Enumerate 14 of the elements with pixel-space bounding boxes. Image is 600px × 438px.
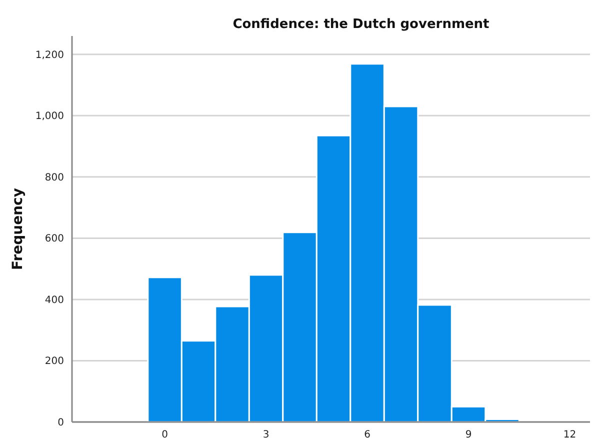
y-tick-label: 1,000 [35, 111, 64, 122]
chart-title: Confidence: the Dutch government [232, 17, 490, 32]
x-tick-label: 12 [563, 430, 576, 438]
y-tick-label: 1,200 [35, 50, 64, 61]
y-tick-label: 200 [44, 356, 64, 368]
y-tick-label: 600 [44, 234, 64, 245]
y-axis-title: Frequency [10, 188, 26, 270]
x-tick-label: 6 [364, 430, 370, 438]
y-tick-label: 0 [58, 418, 64, 428]
y-tick-label: 800 [44, 172, 64, 184]
y-tick-label: 400 [44, 294, 64, 306]
x-tick-label: 9 [465, 430, 472, 438]
x-tick-label: 0 [162, 430, 168, 438]
x-tick-label: 3 [262, 430, 270, 438]
